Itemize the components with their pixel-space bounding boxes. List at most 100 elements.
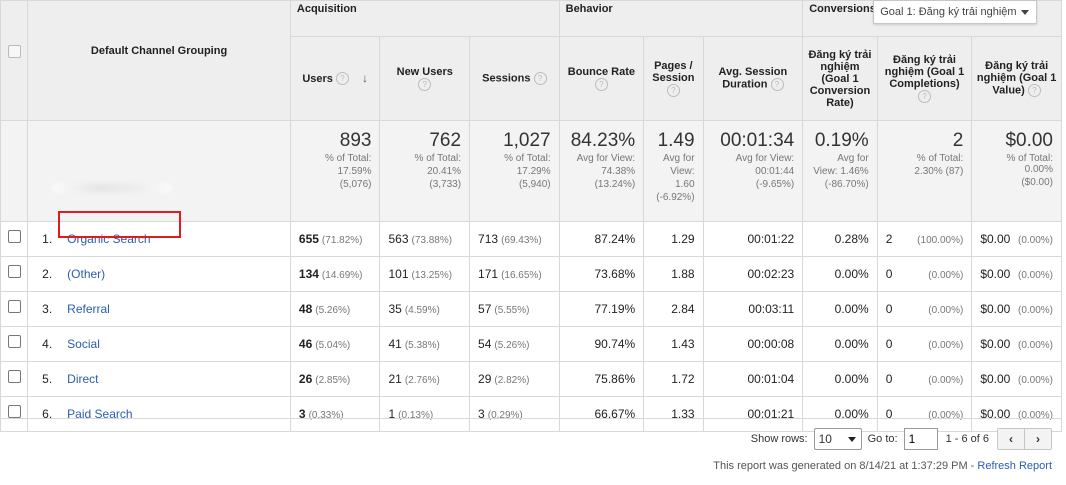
col-sessions[interactable]: Sessions ? — [469, 36, 560, 121]
channel-link[interactable]: Direct — [67, 372, 99, 386]
row-checkbox[interactable] — [7, 335, 21, 348]
group-conversions-label: Conversions — [809, 3, 876, 15]
cell-conversion-rate: 0.00% — [802, 361, 878, 397]
cell-avg-duration: 00:01:04 — [702, 361, 804, 397]
total-sessions-all: (5,940) — [518, 179, 551, 190]
col-bounce-rate[interactable]: Bounce Rate ? — [558, 36, 645, 121]
new-users-pct: (13.25%) — [411, 270, 453, 281]
dimension-header[interactable]: Default Channel Grouping — [27, 0, 291, 121]
sort-desc-icon[interactable]: ↓ — [362, 70, 369, 85]
row-checkbox[interactable] — [7, 265, 21, 278]
total-new-users-all: (3,733) — [429, 179, 462, 190]
row-checkbox[interactable] — [7, 230, 21, 243]
users-value: 46 — [298, 337, 313, 351]
total-conversion-rate: 0.19% Avg for View: 1.46% (-86.70%) — [802, 120, 878, 222]
cell-pages-session: 1.43 — [643, 326, 704, 362]
channel-link[interactable]: Referral — [67, 302, 110, 316]
channel-link[interactable]: Social — [67, 337, 100, 351]
users-value: 3 — [298, 407, 306, 421]
show-rows-value: 10 — [818, 432, 832, 446]
new-users-pct: (5.38%) — [404, 340, 440, 351]
cell-value: $0.00 (0.00%) — [971, 291, 1062, 327]
table-row: 3. Referral 48 (5.26%) 35 (4.59%) 57 (5.55%) 77.… — [0, 291, 1062, 327]
value-pct: (0.00%) — [1017, 375, 1053, 386]
row-number: 5. — [42, 372, 53, 386]
users-pct: (2.85%) — [315, 375, 351, 386]
cell-value: $0.00 (0.00%) — [971, 256, 1062, 292]
row-checkbox[interactable] — [7, 300, 21, 313]
value-pct: (0.00%) — [1017, 270, 1053, 281]
help-icon[interactable]: ? — [1027, 84, 1041, 97]
row-channel-cell: 6. Paid Search — [27, 396, 291, 432]
channel-link[interactable]: Paid Search — [67, 407, 133, 421]
col-conversion-rate[interactable]: Đăng ký trải nghiệm (Goal 1 Conversion R… — [802, 36, 878, 121]
total-pages-note: Avg for — [663, 153, 695, 164]
users-value: 26 — [298, 372, 313, 386]
help-icon[interactable]: ? — [533, 72, 547, 85]
col-value[interactable]: Đăng ký trải nghiệm (Goal 1 Value) ? — [971, 36, 1062, 121]
col-pages-session[interactable]: Pages / Session ? — [643, 36, 704, 121]
channel-link[interactable]: (Other) — [67, 267, 106, 281]
select-all-cell — [0, 0, 29, 121]
total-new-users-value: 762 — [429, 130, 462, 151]
cell-pages-session: 1.33 — [643, 396, 704, 432]
cell-sessions: 54 (5.26%) — [469, 326, 560, 362]
sessions-value: 29 — [478, 372, 492, 386]
cell-new-users: 41 (5.38%) — [379, 326, 471, 362]
sessions-pct: (69.43%) — [501, 235, 542, 246]
value-value: $0.00 — [980, 302, 1011, 316]
chevron-down-icon — [1021, 10, 1030, 15]
total-users: 893 % of Total: 17.59% (5,076) — [289, 120, 381, 222]
new-users-value: 35 — [388, 302, 402, 316]
row-channel-cell: 5. Direct — [27, 361, 291, 397]
help-icon[interactable]: ? — [770, 78, 784, 91]
total-value-all: ($0.00) — [1021, 177, 1053, 188]
cell-bounce-rate: 77.19% — [558, 291, 645, 327]
help-icon[interactable]: ? — [418, 78, 432, 91]
col-completions[interactable]: Đăng ký trải nghiệm (Goal 1 Completions)… — [876, 36, 973, 121]
cell-avg-duration: 00:00:08 — [702, 326, 804, 362]
prev-page-button[interactable]: ‹ — [998, 429, 1024, 449]
cell-bounce-rate: 73.68% — [558, 256, 645, 292]
help-icon[interactable]: ? — [335, 72, 349, 86]
new-users-pct: (2.76%) — [404, 375, 440, 386]
goal-select[interactable]: Goal 1: Đăng ký trải nghiệm — [873, 0, 1038, 24]
col-users[interactable]: Users ? ↓ — [289, 36, 381, 121]
row-number: 3. — [42, 302, 53, 316]
cell-bounce-rate: 75.86% — [558, 361, 645, 397]
show-rows-select[interactable]: 10 — [813, 428, 862, 450]
value-value: $0.00 — [980, 372, 1011, 386]
goto-input[interactable] — [903, 428, 938, 450]
cell-users: 46 (5.04%) — [289, 326, 381, 362]
total-sessions: 1,027 % of Total: 17.29% (5,940) — [469, 120, 560, 222]
users-value: 655 — [298, 232, 319, 246]
total-new-users: 762 % of Total: 20.41% (3,733) — [379, 120, 471, 222]
cell-conversion-rate: 0.00% — [802, 396, 878, 432]
col-avg-session-duration[interactable]: Avg. Session Duration ? — [702, 36, 804, 121]
channel-link[interactable]: Organic Search — [67, 232, 151, 246]
generated-note: This report was generated on 8/14/21 at … — [713, 460, 1052, 472]
total-pages-diff: (-6.92%) — [656, 192, 695, 203]
cell-completions: 0 (0.00%) — [876, 291, 973, 327]
help-icon[interactable]: ? — [918, 90, 931, 103]
completions-pct: (0.00%) — [928, 410, 964, 421]
pagination: Show rows: 10 Go to: 1 - 6 of 6 ‹ › — [751, 428, 1052, 450]
help-icon[interactable]: ? — [666, 84, 680, 97]
row-checkbox[interactable] — [7, 370, 21, 383]
row-checkbox-cell — [0, 326, 29, 362]
col-new-users[interactable]: New Users ? — [379, 36, 471, 121]
sessions-value: 713 — [478, 232, 499, 246]
cell-value: $0.00 (0.00%) — [971, 221, 1062, 257]
row-checkbox[interactable] — [7, 405, 21, 418]
refresh-report-link[interactable]: Refresh Report — [977, 460, 1052, 472]
cell-sessions: 29 (2.82%) — [469, 361, 560, 397]
value-pct: (0.00%) — [1017, 410, 1053, 421]
total-value-note: % of Total: 0.00% — [1006, 153, 1053, 175]
group-behavior: Behavior — [558, 0, 804, 37]
next-page-button[interactable]: › — [1024, 429, 1051, 449]
group-acquisition: Acquisition — [289, 0, 560, 37]
select-all-checkbox[interactable] — [7, 45, 21, 58]
help-icon[interactable]: ? — [594, 78, 608, 91]
total-comp-note: % of Total: — [916, 153, 964, 164]
cell-new-users: 1 (0.13%) — [379, 396, 471, 432]
